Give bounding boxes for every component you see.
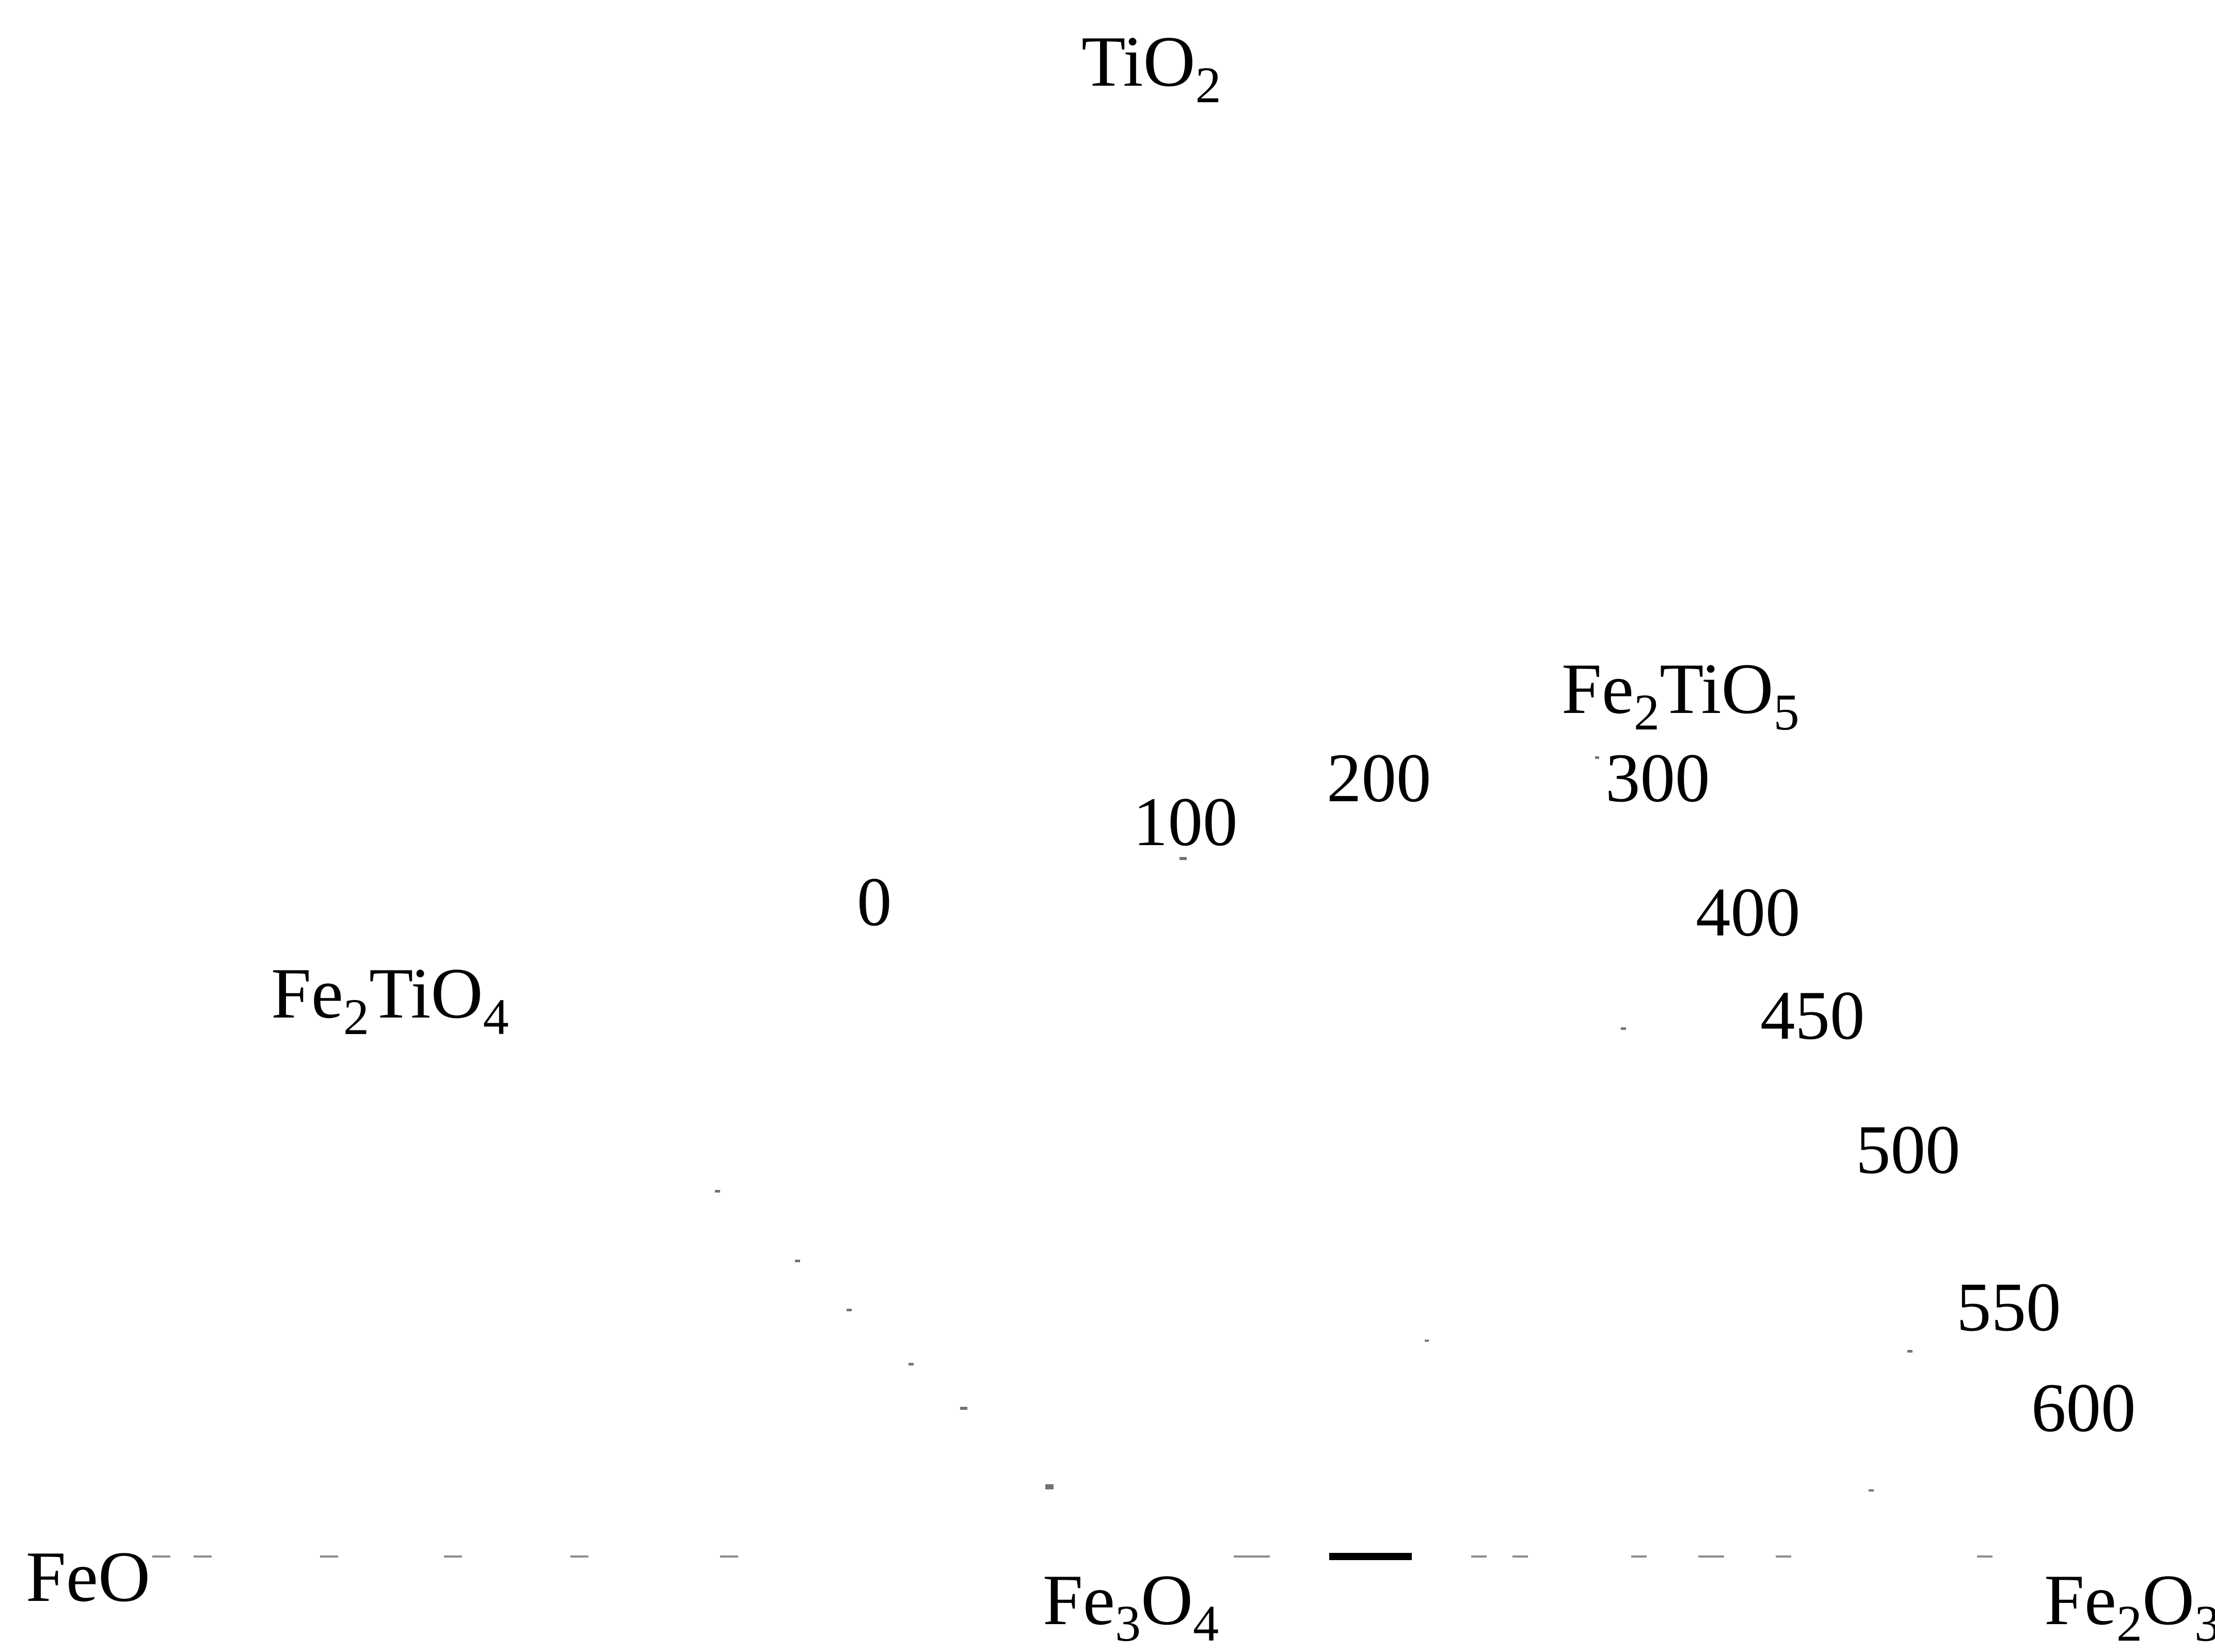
faint-mark [1045,1484,1054,1489]
temp-label-400: 400 [1696,874,1800,951]
compound-fe2tio4: Fe2TiO4 [271,958,509,1043]
faint-mark [1907,1350,1913,1353]
compound-fe2tio5-fe: Fe [1561,649,1634,729]
compound-fe3o4-o-sub: 4 [1193,1595,1219,1652]
compound-fe2tio5-tio-sub: 5 [1773,684,1799,741]
temp-label-450: 450 [1760,977,1865,1054]
compound-tio2: TiO2 [1081,26,1221,111]
faint-mark [1869,1489,1874,1491]
compound-tio2-main: TiO [1081,22,1196,102]
temp-label-300: 300 [1605,740,1710,817]
faint-mark [715,1190,720,1193]
compound-fe2o3-o: O [2142,1560,2195,1640]
compound-feo-main: FeO [26,1537,151,1617]
faint-mark [1180,857,1187,860]
compound-feo: FeO [26,1541,150,1613]
compound-fe2o3-fe-sub: 2 [2116,1595,2142,1652]
compound-fe2tio4-fe: Fe [271,954,343,1034]
temp-label-600: 600 [2031,1370,2136,1447]
temp-label-0: 0 [857,864,892,941]
temp-label-200: 200 [1327,740,1431,817]
temp-label-550: 550 [1956,1269,2061,1346]
compound-fe3o4-fe-sub: 3 [1115,1595,1141,1652]
baseline-segment [1329,1553,1412,1560]
compound-fe2tio4-tio-sub: 4 [483,988,509,1045]
faint-mark [847,1309,852,1311]
compound-fe3o4-fe: Fe [1043,1560,1115,1640]
temp-label-500: 500 [1856,1111,1961,1188]
faint-mark [960,1407,967,1410]
compound-fe3o4: Fe3O4 [1043,1564,1219,1649]
faint-mark [1425,1340,1429,1342]
compound-fe2o3-fe: Fe [2044,1560,2116,1640]
compound-tio2-sub: 2 [1195,56,1221,114]
faint-mark [1621,1027,1626,1030]
faint-mark [1595,756,1599,759]
compound-fe2tio4-fe-sub: 2 [343,988,369,1045]
compound-fe2tio5-tio: TiO [1660,649,1774,729]
faint-mark [795,1260,800,1262]
compound-fe2o3-o-sub: 3 [2194,1595,2215,1652]
compound-fe2o3: Fe2O3 [2044,1564,2215,1649]
compound-fe2tio4-tio: TiO [369,954,483,1034]
compound-fe2tio5-fe-sub: 2 [1634,684,1660,741]
temp-label-100: 100 [1133,784,1238,861]
faint-mark [909,1363,914,1365]
compound-fe3o4-o: O [1141,1560,1193,1640]
compound-fe2tio5: Fe2TiO5 [1561,653,1799,738]
